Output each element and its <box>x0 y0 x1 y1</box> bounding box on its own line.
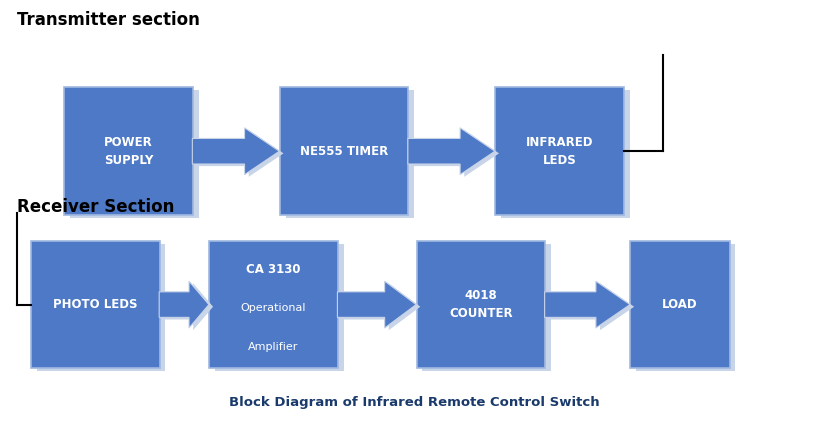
Polygon shape <box>337 281 416 328</box>
FancyBboxPatch shape <box>279 87 407 215</box>
Text: POWER
SUPPLY: POWER SUPPLY <box>104 136 153 167</box>
FancyBboxPatch shape <box>629 241 729 368</box>
FancyBboxPatch shape <box>495 87 623 215</box>
Polygon shape <box>544 281 629 328</box>
Text: Amplifier: Amplifier <box>248 342 298 352</box>
Polygon shape <box>412 130 498 177</box>
Text: CA 3130: CA 3130 <box>246 263 301 276</box>
Polygon shape <box>163 283 213 330</box>
FancyBboxPatch shape <box>285 90 413 218</box>
FancyBboxPatch shape <box>209 241 338 368</box>
FancyBboxPatch shape <box>416 241 545 368</box>
FancyBboxPatch shape <box>65 87 192 215</box>
FancyBboxPatch shape <box>36 244 166 371</box>
Text: Transmitter section: Transmitter section <box>17 11 200 29</box>
Text: Receiver Section: Receiver Section <box>17 198 174 216</box>
FancyBboxPatch shape <box>421 244 550 371</box>
FancyBboxPatch shape <box>635 244 734 371</box>
Polygon shape <box>548 283 633 330</box>
Polygon shape <box>192 128 279 175</box>
Polygon shape <box>407 128 494 175</box>
FancyBboxPatch shape <box>215 244 343 371</box>
Text: Block Diagram of Infrared Remote Control Switch: Block Diagram of Infrared Remote Control… <box>229 396 599 409</box>
FancyBboxPatch shape <box>31 241 159 368</box>
FancyBboxPatch shape <box>70 90 199 218</box>
Polygon shape <box>196 130 283 177</box>
Text: PHOTO LEDS: PHOTO LEDS <box>53 298 137 311</box>
Text: Operational: Operational <box>240 303 306 314</box>
Text: 4018
COUNTER: 4018 COUNTER <box>449 289 512 320</box>
Polygon shape <box>159 281 209 328</box>
Text: NE555 TIMER: NE555 TIMER <box>300 145 388 158</box>
FancyBboxPatch shape <box>500 90 629 218</box>
Text: LOAD: LOAD <box>662 298 696 311</box>
Polygon shape <box>341 283 420 330</box>
Text: INFRARED
LEDS: INFRARED LEDS <box>525 136 593 167</box>
